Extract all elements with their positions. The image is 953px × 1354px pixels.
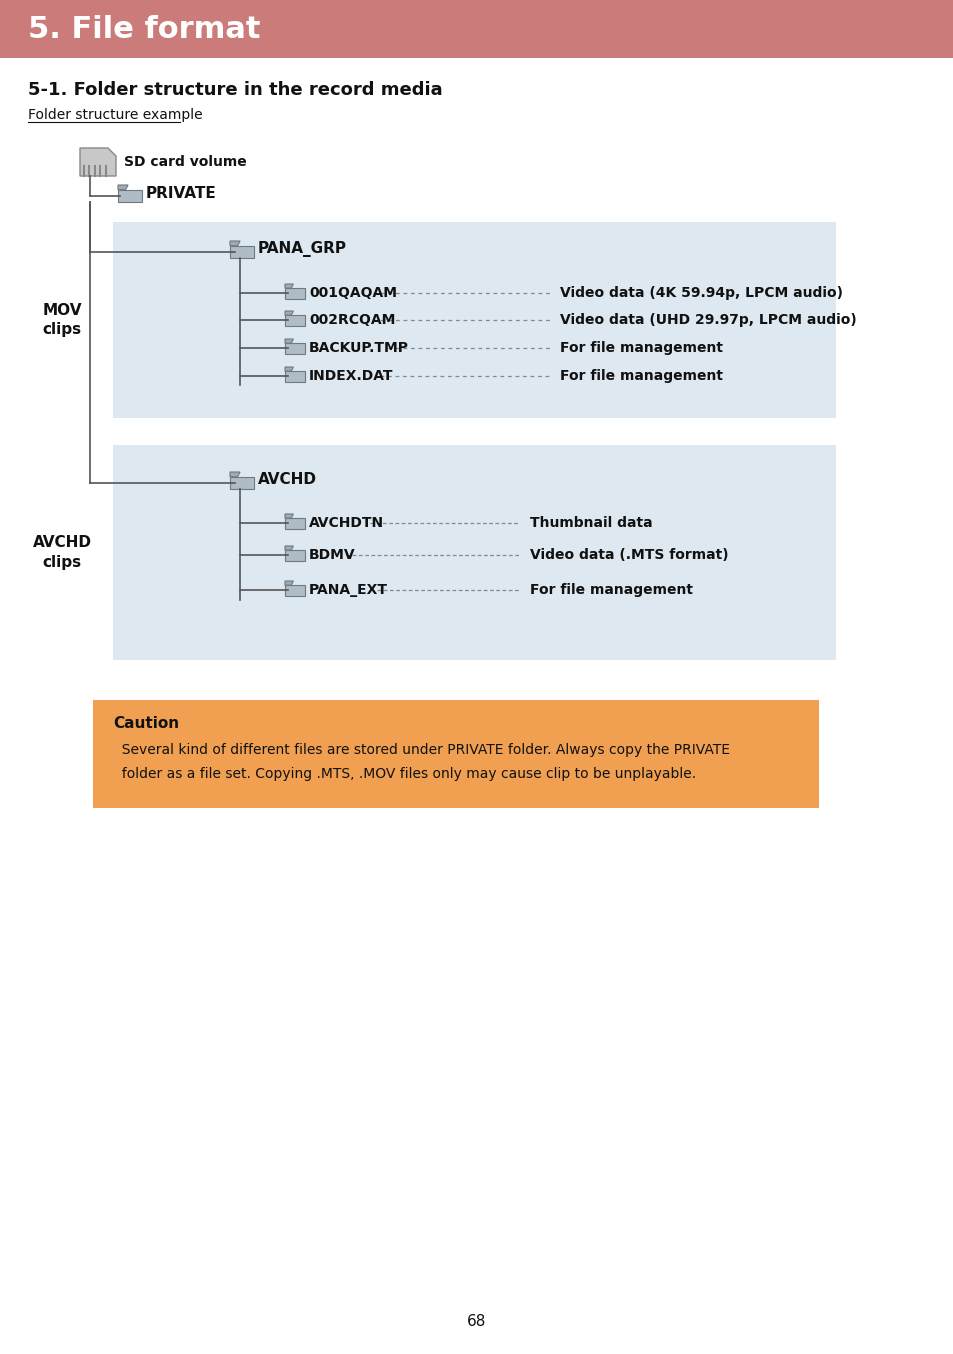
Text: Video data (UHD 29.97p, LPCM audio): Video data (UHD 29.97p, LPCM audio) <box>559 313 856 328</box>
Text: PRIVATE: PRIVATE <box>146 185 216 200</box>
Text: Folder structure example: Folder structure example <box>28 108 202 122</box>
Polygon shape <box>285 581 294 585</box>
Polygon shape <box>285 585 305 596</box>
Polygon shape <box>285 311 294 315</box>
Polygon shape <box>230 246 253 259</box>
Polygon shape <box>285 550 305 561</box>
Text: BACKUP.TMP: BACKUP.TMP <box>309 341 409 355</box>
Text: BDMV: BDMV <box>309 548 355 562</box>
Bar <box>0 0 953 58</box>
Text: SD card volume: SD card volume <box>124 154 247 169</box>
Polygon shape <box>80 148 116 176</box>
Polygon shape <box>285 288 305 299</box>
Polygon shape <box>118 185 128 190</box>
Polygon shape <box>285 371 305 382</box>
Text: INDEX.DAT: INDEX.DAT <box>309 370 393 383</box>
Text: 5. File format: 5. File format <box>28 15 260 43</box>
Text: For file management: For file management <box>559 341 722 355</box>
Text: Video data (.MTS format): Video data (.MTS format) <box>530 548 728 562</box>
Bar <box>112 445 835 659</box>
Text: 001QAQAM: 001QAQAM <box>309 286 396 301</box>
Polygon shape <box>285 519 305 529</box>
Text: MOV
clips: MOV clips <box>42 302 82 337</box>
Polygon shape <box>230 477 253 489</box>
Polygon shape <box>285 367 294 371</box>
Polygon shape <box>230 241 240 246</box>
Text: PANA_GRP: PANA_GRP <box>257 241 347 257</box>
Text: Several kind of different files are stored under PRIVATE folder. Always copy the: Several kind of different files are stor… <box>112 743 729 757</box>
Text: Caution: Caution <box>112 716 179 731</box>
Polygon shape <box>285 338 294 343</box>
Polygon shape <box>285 515 294 519</box>
Text: folder as a file set. Copying .MTS, .MOV files only may cause clip to be unplaya: folder as a file set. Copying .MTS, .MOV… <box>112 766 696 781</box>
Text: PANA_EXT: PANA_EXT <box>309 584 388 597</box>
Text: 68: 68 <box>467 1315 486 1330</box>
Polygon shape <box>230 473 240 477</box>
Text: AVCHD: AVCHD <box>257 473 316 487</box>
Text: Video data (4K 59.94p, LPCM audio): Video data (4K 59.94p, LPCM audio) <box>559 286 842 301</box>
Polygon shape <box>118 190 142 202</box>
Polygon shape <box>285 343 305 353</box>
Polygon shape <box>285 315 305 326</box>
Text: 002RCQAM: 002RCQAM <box>309 313 395 328</box>
Text: For file management: For file management <box>559 370 722 383</box>
Bar <box>92 700 818 808</box>
Text: AVCHD
clips: AVCHD clips <box>32 535 91 570</box>
Bar <box>112 222 835 418</box>
Text: AVCHDTN: AVCHDTN <box>309 516 384 529</box>
Polygon shape <box>285 546 294 550</box>
Text: Thumbnail data: Thumbnail data <box>530 516 652 529</box>
Text: For file management: For file management <box>530 584 692 597</box>
Polygon shape <box>285 284 294 288</box>
Text: 5-1. Folder structure in the record media: 5-1. Folder structure in the record medi… <box>28 81 442 99</box>
